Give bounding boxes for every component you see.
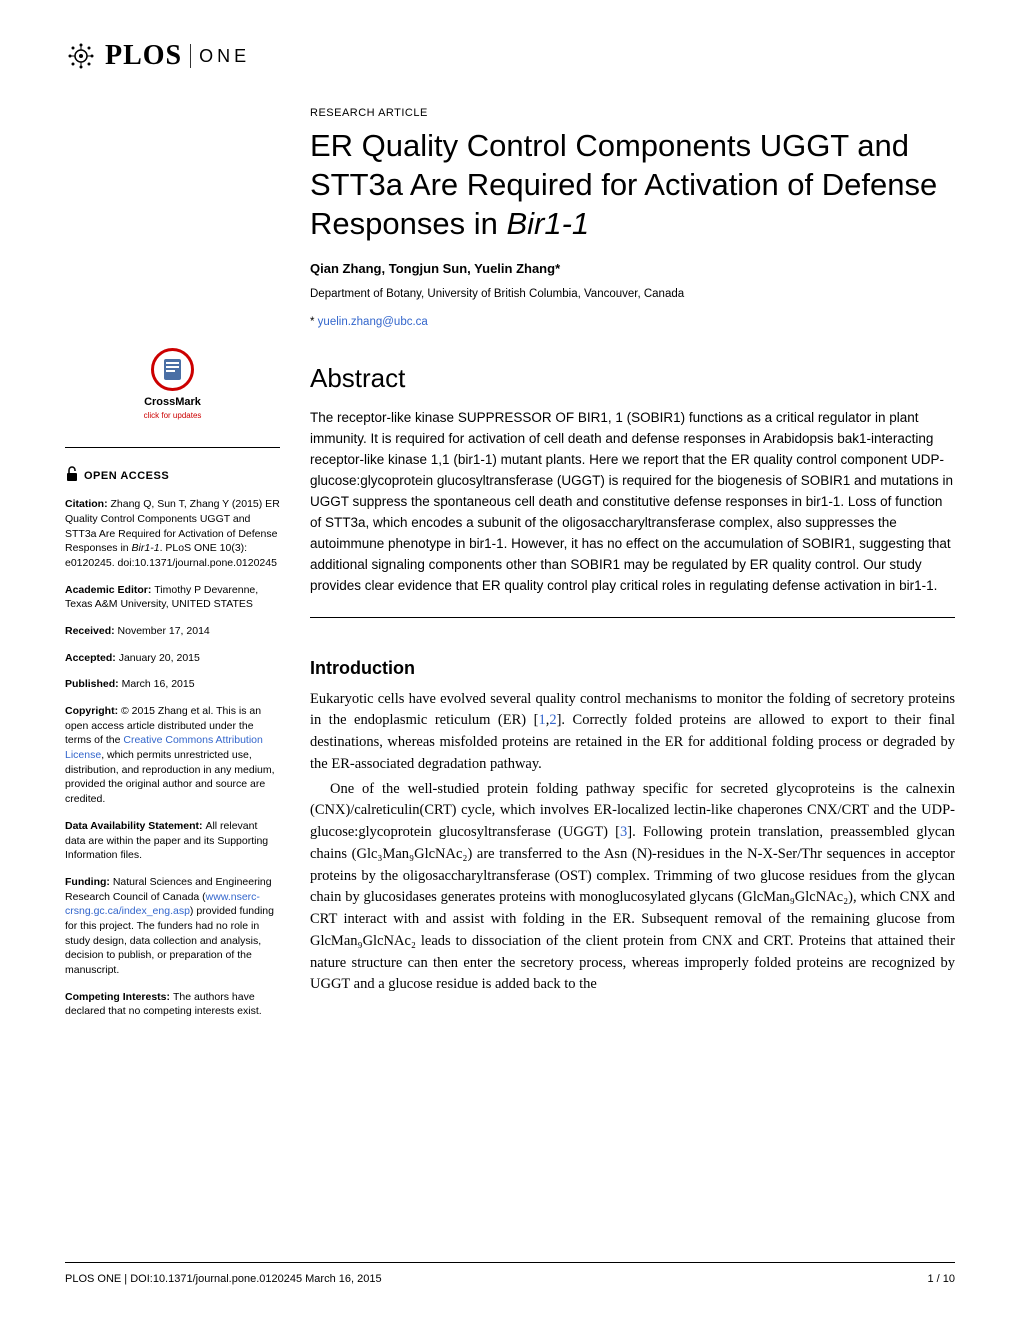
competing-block: Competing Interests: The authors have de…: [65, 990, 280, 1019]
journal-logo: PLOS ONE: [65, 40, 955, 72]
intro-para2: One of the well-studied protein folding …: [310, 779, 955, 997]
footer-left: PLOS ONE | DOI:10.1371/journal.pone.0120…: [65, 1273, 382, 1285]
crossmark-badge[interactable]: CrossMark click for updates: [65, 347, 280, 422]
journal-name-main: PLOS: [105, 40, 182, 72]
article-body: RESEARCH ARTICLE ER Quality Control Comp…: [310, 107, 955, 1031]
received-label: Received:: [65, 625, 118, 637]
authors: Qian Zhang, Tongjun Sun, Yuelin Zhang*: [310, 261, 955, 276]
footer-right: 1 / 10: [927, 1273, 955, 1285]
citation-italic: Bir1-1: [132, 542, 160, 554]
crossmark-sub: click for updates: [65, 410, 280, 421]
article-type: RESEARCH ARTICLE: [310, 107, 955, 119]
data-label: Data Availability Statement:: [65, 820, 205, 832]
para2-b: ]. Following protein translation, preass…: [310, 824, 955, 992]
journal-name-sub: ONE: [199, 46, 250, 67]
title-italic: Bir1-1: [506, 206, 589, 241]
competing-label: Competing Interests:: [65, 991, 173, 1003]
copyright-block: Copyright: © 2015 Zhang et al. This is a…: [65, 704, 280, 807]
published-label: Published:: [65, 678, 122, 690]
sidebar: CrossMark click for updates OPEN ACCESS …: [65, 107, 280, 1031]
plos-icon: [65, 40, 97, 72]
abstract-divider: [310, 617, 955, 618]
copyright-label: Copyright:: [65, 705, 121, 717]
citation-block: Citation: Zhang Q, Sun T, Zhang Y (2015)…: [65, 497, 280, 570]
introduction-heading: Introduction: [310, 658, 955, 679]
open-access-badge: OPEN ACCESS: [65, 466, 280, 488]
intro-para1: Eukaryotic cells have evolved several qu…: [310, 689, 955, 776]
footer: PLOS ONE | DOI:10.1371/journal.pone.0120…: [65, 1262, 955, 1285]
published-text: March 16, 2015: [122, 678, 195, 690]
crossmark-icon: [150, 347, 195, 392]
logo-divider: [190, 44, 191, 68]
funding-label: Funding:: [65, 876, 113, 888]
ref-1[interactable]: 1: [538, 712, 545, 728]
affiliation: Department of Botany, University of Brit…: [310, 288, 955, 300]
citation-label: Citation:: [65, 498, 111, 510]
corresponding: * yuelin.zhang@ubc.ca: [310, 316, 955, 328]
lock-icon: [65, 466, 79, 488]
received-text: November 17, 2014: [118, 625, 210, 637]
article-title: ER Quality Control Components UGGT and S…: [310, 127, 955, 243]
corresponding-email[interactable]: yuelin.zhang@ubc.ca: [318, 316, 428, 328]
received-block: Received: November 17, 2014: [65, 624, 280, 639]
data-block: Data Availability Statement: All relevan…: [65, 819, 280, 863]
open-access-text: OPEN ACCESS: [84, 469, 169, 484]
accepted-text: January 20, 2015: [119, 652, 200, 664]
funding-block: Funding: Natural Sciences and Engineerin…: [65, 875, 280, 978]
accepted-label: Accepted:: [65, 652, 119, 664]
ref-2[interactable]: 2: [549, 712, 556, 728]
title-text: ER Quality Control Components UGGT and S…: [310, 128, 937, 241]
published-block: Published: March 16, 2015: [65, 677, 280, 692]
abstract-heading: Abstract: [310, 363, 955, 394]
crossmark-label: CrossMark: [65, 395, 280, 410]
accepted-block: Accepted: January 20, 2015: [65, 651, 280, 666]
abstract-text: The receptor-like kinase SUPPRESSOR OF B…: [310, 408, 955, 596]
corresponding-prefix: *: [310, 316, 318, 328]
editor-label: Academic Editor:: [65, 584, 154, 596]
sidebar-divider: [65, 447, 280, 448]
editor-block: Academic Editor: Timothy P Devarenne, Te…: [65, 583, 280, 612]
